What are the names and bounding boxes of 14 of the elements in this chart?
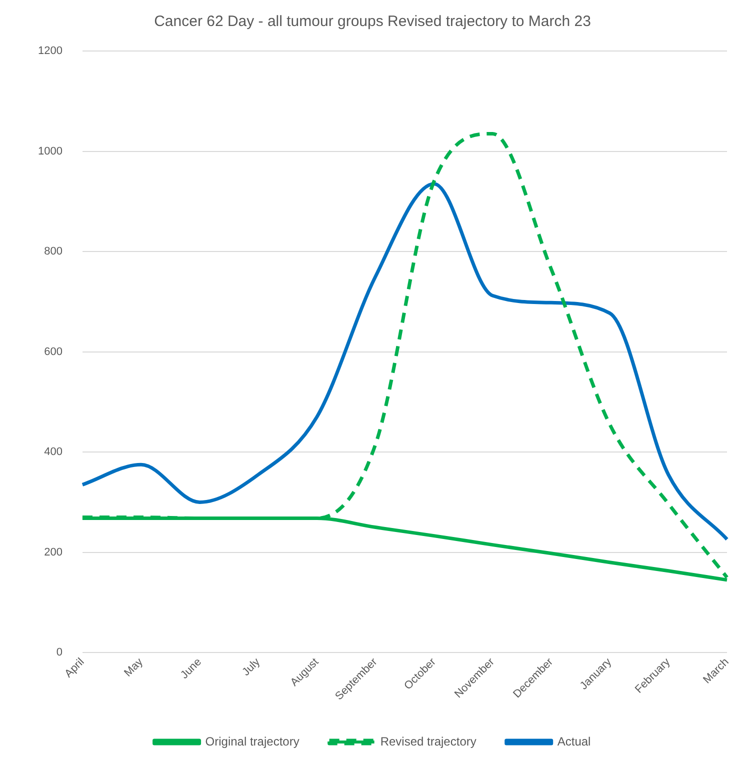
x-tick-label: July: [240, 656, 263, 678]
legend-label: Original trajectory: [205, 734, 300, 748]
y-tick-label: 1200: [38, 45, 62, 58]
y-tick-label: 0: [56, 646, 62, 659]
legend-label: Actual: [557, 734, 591, 748]
y-tick-label: 800: [44, 246, 62, 258]
y-tick-label: 200: [44, 546, 62, 558]
x-tick-label: May: [122, 656, 146, 680]
chart-title: Cancer 62 Day - all tumour groups Revised trajectory to March 23: [154, 13, 591, 30]
legend-label: Revised trajectory: [380, 734, 476, 748]
y-tick-label: 600: [44, 346, 62, 358]
line-series: [80, 182, 729, 542]
y-tick-label: 1000: [38, 145, 62, 158]
y-tick-label: 400: [44, 446, 62, 458]
